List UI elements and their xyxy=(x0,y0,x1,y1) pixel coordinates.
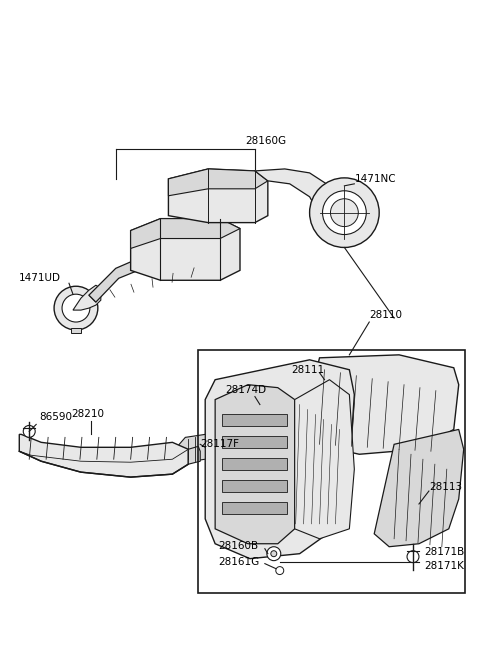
Polygon shape xyxy=(89,252,215,302)
Circle shape xyxy=(276,567,284,574)
Bar xyxy=(222,502,287,514)
Polygon shape xyxy=(215,384,295,544)
Bar xyxy=(222,415,287,426)
Circle shape xyxy=(330,198,358,227)
Polygon shape xyxy=(374,430,464,547)
Polygon shape xyxy=(255,169,339,229)
Text: 28171K: 28171K xyxy=(424,561,464,571)
Text: 1471UD: 1471UD xyxy=(19,273,61,283)
Text: 28161G: 28161G xyxy=(218,557,259,567)
Polygon shape xyxy=(71,328,81,333)
Circle shape xyxy=(323,191,366,234)
Polygon shape xyxy=(73,285,101,310)
Circle shape xyxy=(54,286,98,330)
Text: 28160G: 28160G xyxy=(245,136,286,146)
Polygon shape xyxy=(295,380,354,539)
Circle shape xyxy=(23,426,35,438)
Text: 28171B: 28171B xyxy=(424,547,464,557)
Circle shape xyxy=(310,178,379,248)
Text: 28113: 28113 xyxy=(429,482,462,492)
Circle shape xyxy=(267,547,281,561)
Polygon shape xyxy=(168,169,268,196)
Circle shape xyxy=(407,551,419,563)
Circle shape xyxy=(62,294,90,322)
Text: 28111: 28111 xyxy=(292,365,325,375)
Text: 28210: 28210 xyxy=(71,409,104,419)
Polygon shape xyxy=(179,434,205,462)
Bar xyxy=(198,350,465,593)
Bar xyxy=(222,436,287,448)
Text: 28160B: 28160B xyxy=(218,541,258,551)
Circle shape xyxy=(271,551,277,557)
Polygon shape xyxy=(131,219,240,248)
Text: 28117F: 28117F xyxy=(200,440,239,449)
Text: 28174D: 28174D xyxy=(225,384,266,395)
Bar xyxy=(222,480,287,492)
Polygon shape xyxy=(168,169,268,223)
Polygon shape xyxy=(188,446,200,464)
Text: 86590: 86590 xyxy=(39,413,72,422)
Polygon shape xyxy=(19,434,188,477)
Text: 28110: 28110 xyxy=(369,310,402,320)
Bar xyxy=(222,458,287,470)
Text: 1471NC: 1471NC xyxy=(354,174,396,184)
Polygon shape xyxy=(310,355,459,455)
Polygon shape xyxy=(205,360,354,559)
Polygon shape xyxy=(131,219,240,280)
